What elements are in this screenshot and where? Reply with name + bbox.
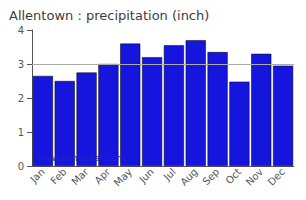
svg-text:Apr: Apr [92, 165, 113, 186]
svg-text:0: 0 [18, 161, 24, 172]
svg-text:Jan: Jan [27, 166, 46, 185]
svg-text:Feb: Feb [48, 166, 68, 186]
svg-text:Aug: Aug [178, 166, 200, 188]
svg-text:Oct: Oct [223, 166, 243, 186]
svg-text:May: May [112, 166, 134, 188]
svg-text:2: 2 [18, 93, 24, 104]
svg-text:Dec: Dec [266, 166, 287, 187]
svg-text:4: 4 [18, 25, 24, 36]
svg-text:www.allmetsat.com: www.allmetsat.com [37, 153, 125, 163]
svg-text:1: 1 [18, 127, 24, 138]
svg-text:Nov: Nov [244, 166, 266, 188]
svg-text:Sep: Sep [200, 166, 221, 187]
svg-text:Allentown : precipitation (inc: Allentown : precipitation (inch) [9, 8, 209, 23]
svg-text:3: 3 [18, 59, 24, 70]
svg-text:Jun: Jun [136, 166, 156, 186]
svg-text:Mar: Mar [69, 165, 91, 187]
svg-text:Jul: Jul [161, 166, 178, 183]
